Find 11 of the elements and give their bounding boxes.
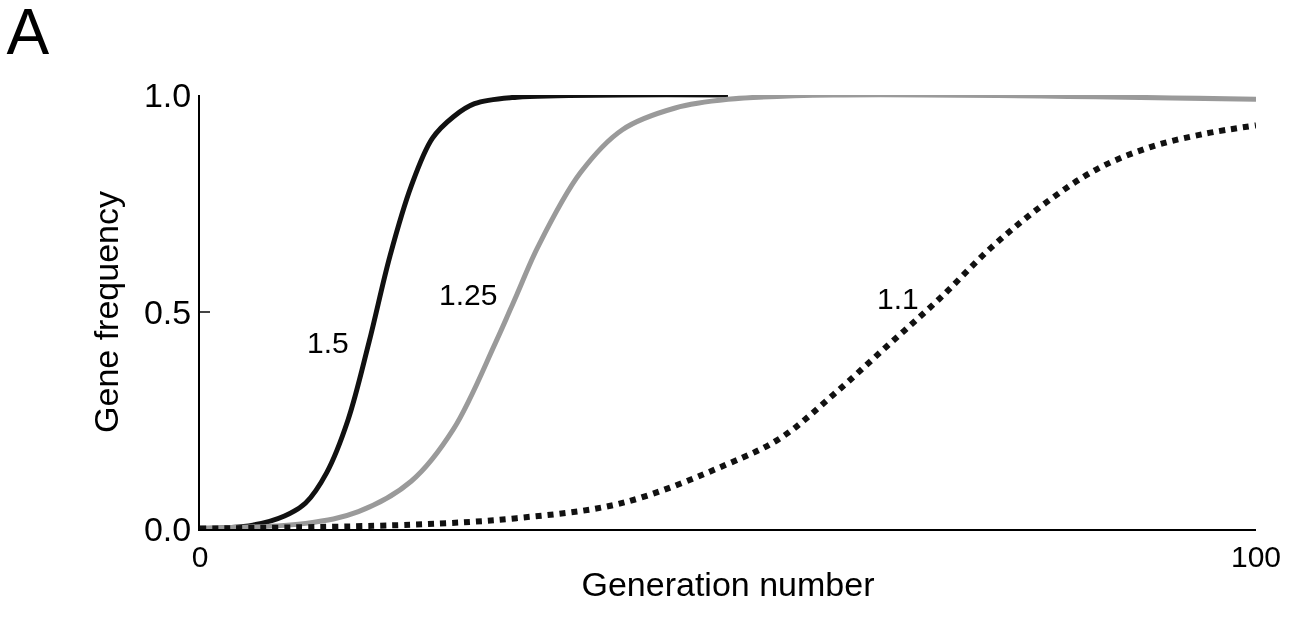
- x-axis-title: Generation number: [581, 564, 875, 603]
- series-label: 1.25: [439, 278, 498, 311]
- series-label: 1.5: [307, 326, 349, 359]
- chart-title: A: [6, 0, 50, 69]
- y-tick-label: 1.0: [143, 75, 192, 114]
- y-tick-label: 0.0: [143, 509, 192, 548]
- x-tick-label: 100: [1230, 540, 1282, 573]
- y-tick-label: 0.5: [143, 292, 192, 331]
- y-axis-title: Gene frequency: [87, 191, 126, 433]
- x-tick-label: 0: [191, 540, 209, 573]
- series-label: 1.1: [877, 282, 919, 315]
